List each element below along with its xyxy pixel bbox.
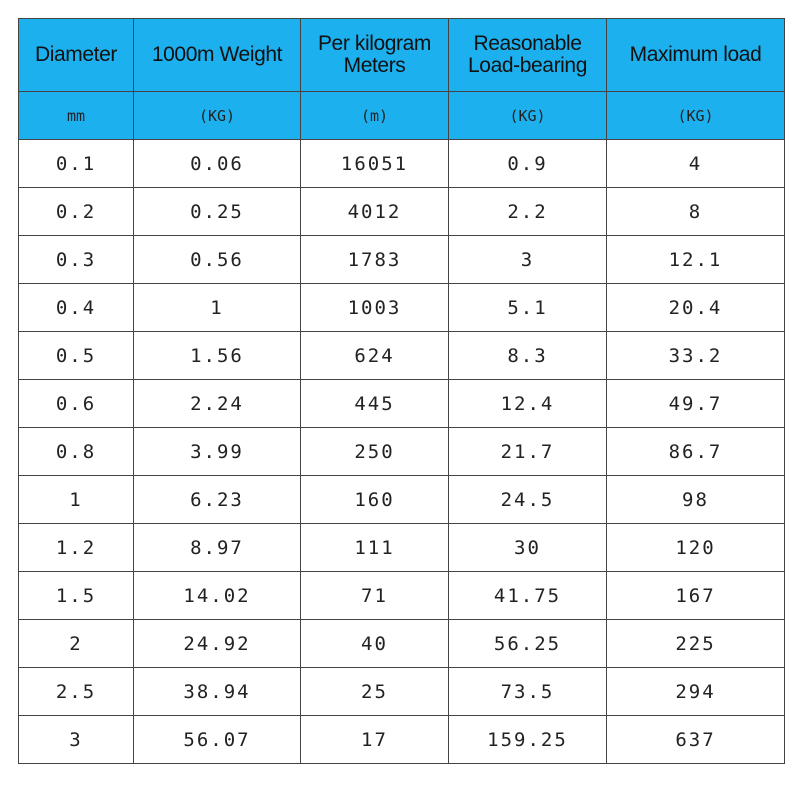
header-cell: Per kilogram Meters [300,18,449,92]
data-row: 2 24.92 40 56.25 225 [18,619,785,668]
data-cell: 0.2 [18,187,134,236]
data-cell: 71 [300,571,449,620]
data-cell: 98 [606,475,785,524]
data-cell: 624 [300,331,449,380]
data-cell: 30 [448,523,607,572]
header-cell: 1000m Weight [133,18,301,92]
header-cell: Reasonable Load-bearing [448,18,607,92]
data-cell: 41.75 [448,571,607,620]
data-cell: 38.94 [133,667,301,716]
data-row: 1.2 8.97 111 30 120 [18,523,785,572]
data-row: 0.3 0.56 1783 3 12.1 [18,235,785,284]
data-cell: 8 [606,187,785,236]
units-row: mm (KG) (m) (KG) (KG) [18,91,785,140]
data-cell: 1.5 [18,571,134,620]
data-cell: 445 [300,379,449,428]
data-cell: 86.7 [606,427,785,476]
table-body: Diameter 1000m Weight Per kilogram Meters R… [18,18,785,764]
data-cell: 56.25 [448,619,607,668]
data-cell: 8.3 [448,331,607,380]
data-cell: 56.07 [133,715,301,764]
data-cell: 637 [606,715,785,764]
header-cell: Maximum load [606,18,785,92]
unit-cell: (KG) [606,91,785,140]
data-cell: 73.5 [448,667,607,716]
data-cell: 111 [300,523,449,572]
data-cell: 3 [18,715,134,764]
data-cell: 20.4 [606,283,785,332]
data-cell: 21.7 [448,427,607,476]
data-row: 0.5 1.56 624 8.3 33.2 [18,331,785,380]
data-cell: 3.99 [133,427,301,476]
data-cell: 1 [133,283,301,332]
data-cell: 250 [300,427,449,476]
data-cell: 49.7 [606,379,785,428]
data-cell: 2.24 [133,379,301,428]
data-cell: 0.4 [18,283,134,332]
data-cell: 24.92 [133,619,301,668]
data-row: 0.4 1 1003 5.1 20.4 [18,283,785,332]
data-cell: 0.8 [18,427,134,476]
data-cell: 0.6 [18,379,134,428]
data-cell: 167 [606,571,785,620]
data-cell: 40 [300,619,449,668]
data-cell: 12.1 [606,235,785,284]
data-cell: 5.1 [448,283,607,332]
data-cell: 160 [300,475,449,524]
spec-table-container: Diameter 1000m Weight Per kilogram Meters R… [18,18,785,764]
data-cell: 4012 [300,187,449,236]
data-cell: 1 [18,475,134,524]
data-row: 0.6 2.24 445 12.4 49.7 [18,379,785,428]
data-cell: 0.06 [133,139,301,188]
unit-cell: (KG) [133,91,301,140]
data-cell: 1783 [300,235,449,284]
header-row: Diameter 1000m Weight Per kilogram Meters R… [18,18,785,92]
data-row: 1 6.23 160 24.5 98 [18,475,785,524]
data-cell: 1.2 [18,523,134,572]
data-cell: 1003 [300,283,449,332]
spec-table: Diameter 1000m Weight Per kilogram Meters R… [18,18,785,764]
data-cell: 16051 [300,139,449,188]
data-cell: 0.9 [448,139,607,188]
data-cell: 14.02 [133,571,301,620]
data-cell: 0.25 [133,187,301,236]
data-cell: 12.4 [448,379,607,428]
data-cell: 4 [606,139,785,188]
data-cell: 24.5 [448,475,607,524]
data-cell: 2.2 [448,187,607,236]
data-cell: 25 [300,667,449,716]
data-cell: 17 [300,715,449,764]
data-cell: 3 [448,235,607,284]
header-cell: Diameter [18,18,134,92]
unit-cell: (m) [300,91,449,140]
data-cell: 6.23 [133,475,301,524]
data-cell: 120 [606,523,785,572]
data-cell: 159.25 [448,715,607,764]
data-cell: 1.56 [133,331,301,380]
data-cell: 8.97 [133,523,301,572]
data-row: 1.5 14.02 71 41.75 167 [18,571,785,620]
data-cell: 0.1 [18,139,134,188]
data-row: 2.5 38.94 25 73.5 294 [18,667,785,716]
data-cell: 0.5 [18,331,134,380]
data-row: 0.2 0.25 4012 2.2 8 [18,187,785,236]
data-cell: 2.5 [18,667,134,716]
data-cell: 0.3 [18,235,134,284]
unit-cell: (KG) [448,91,607,140]
data-row: 3 56.07 17 159.25 637 [18,715,785,764]
data-cell: 33.2 [606,331,785,380]
data-cell: 0.56 [133,235,301,284]
data-row: 0.1 0.06 16051 0.9 4 [18,139,785,188]
data-cell: 225 [606,619,785,668]
data-row: 0.8 3.99 250 21.7 86.7 [18,427,785,476]
data-cell: 2 [18,619,134,668]
unit-cell: mm [18,91,134,140]
data-cell: 294 [606,667,785,716]
